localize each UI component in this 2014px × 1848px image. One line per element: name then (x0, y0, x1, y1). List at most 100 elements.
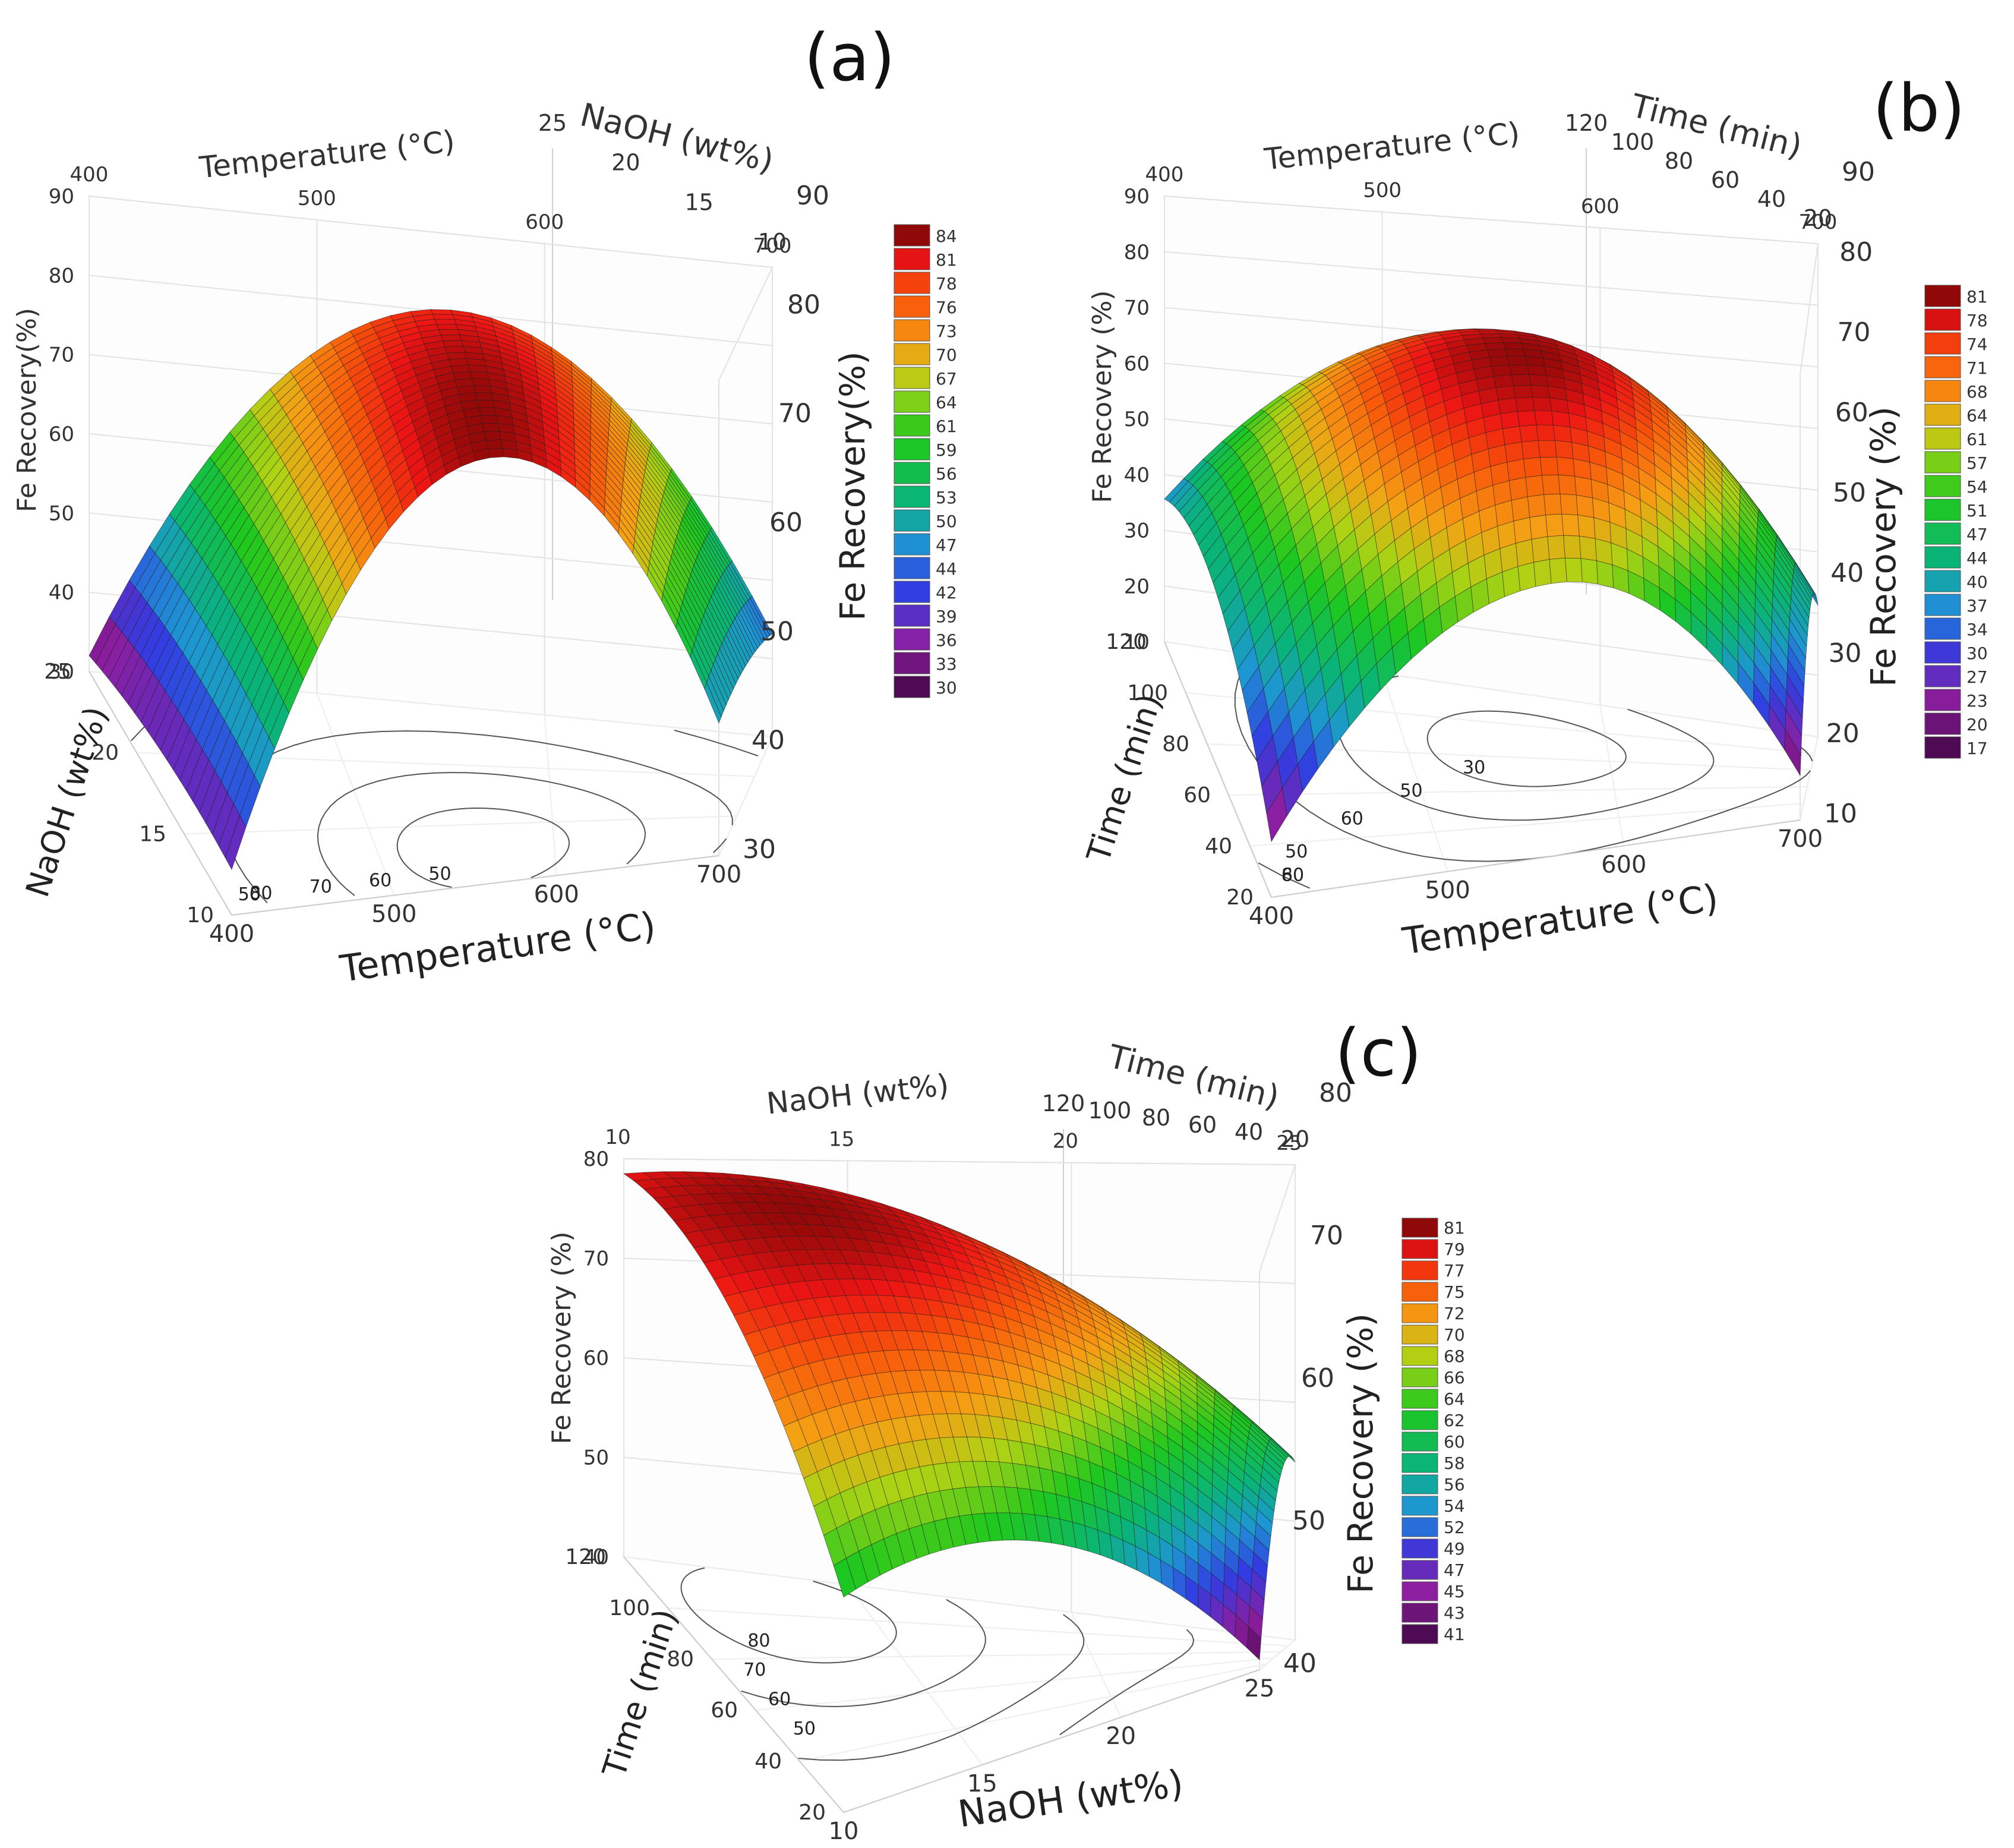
colorbar-label: 27 (1966, 667, 1988, 687)
floor-gridline-x (544, 715, 557, 876)
y-tick-label-top: 80 (1142, 1105, 1170, 1131)
z-tick-label-right: 10 (1824, 799, 1857, 829)
colorbar-swatch (894, 367, 930, 389)
colorbar-swatch (1401, 1624, 1438, 1644)
contour-line (680, 1567, 897, 1664)
colorbar-swatch (1924, 285, 1961, 307)
x-tick-label-bottom: 400 (1249, 903, 1294, 930)
surface-cell (442, 340, 464, 348)
surface-cell (1515, 397, 1535, 412)
surface-cell (436, 324, 459, 330)
floor-gridline-x (718, 736, 773, 856)
contour-label: 60 (1281, 865, 1304, 886)
y-tick-label-left: 25 (44, 660, 71, 684)
z-axis-title-right: Fe Recovery (%) (1340, 1313, 1381, 1594)
z-axis-title-left: Fe Recovery (%) (547, 1231, 577, 1444)
y-tick-label-top: 20 (1281, 1126, 1309, 1152)
colorbar-swatch (1924, 380, 1961, 402)
z-tick-label-right: 70 (778, 399, 812, 429)
surface-cell (502, 447, 519, 459)
y-tick-label-left: 60 (1183, 783, 1211, 808)
surface-cell (480, 415, 498, 424)
z-tick-label-left: 10 (1124, 630, 1150, 654)
colorbar-swatch (894, 652, 930, 674)
colorbar-swatch (1401, 1453, 1438, 1473)
contour-line (1426, 710, 1627, 787)
surface-cell (1596, 560, 1614, 588)
panel-b: 3050605060804005006007004005006007002040… (1079, 70, 1988, 963)
surface-cell (473, 385, 493, 393)
colorbar-swatch (1924, 427, 1961, 450)
y-tick-label-top: 60 (1711, 167, 1740, 193)
z-tick-label-right: 90 (796, 181, 829, 211)
x-tick-label-top: 20 (1053, 1130, 1078, 1153)
z-tick-label-left: 70 (1124, 297, 1150, 320)
colorbar-swatch (894, 390, 930, 413)
surface-cell (434, 318, 457, 325)
surface-cell (1507, 356, 1527, 365)
colorbar-swatch (894, 343, 930, 365)
contour-line (1258, 862, 1311, 889)
z-tick-label-right: 40 (752, 726, 785, 756)
surface-cell (1527, 494, 1546, 518)
contour-label: 80 (747, 1631, 770, 1651)
floor-gridline-x (1800, 736, 1819, 821)
surface-cell (1565, 557, 1583, 582)
colorbar-swatch (1924, 689, 1961, 711)
surface-cell (478, 407, 497, 416)
floor-gridline-y (755, 1657, 1274, 1711)
surface-cell (1513, 384, 1533, 399)
colorbar-swatch (894, 581, 930, 603)
colorbar-swatch (1401, 1410, 1438, 1430)
surface-cell (430, 309, 453, 315)
z-tick-label-left: 20 (1124, 575, 1150, 598)
surface-cell (1504, 441, 1524, 463)
colorbar-label: 54 (1966, 477, 1988, 497)
colorbar-swatch (894, 272, 930, 294)
colorbar-swatch (1401, 1581, 1438, 1601)
z-tick-label-right: 70 (1838, 317, 1871, 348)
surface-cell (1529, 374, 1549, 387)
y-tick-label-left: 120 (565, 1545, 606, 1569)
z-tick-label-left: 60 (583, 1346, 609, 1370)
surface-cell (1501, 337, 1522, 343)
surface-cell (1523, 457, 1542, 478)
colorbar-swatch (1401, 1282, 1438, 1302)
surface-cell (1574, 476, 1593, 499)
colorbar-swatch (1401, 1517, 1438, 1537)
z-tick-label-left: 60 (49, 422, 74, 446)
z-axis-title-left: Fe Recovery(%) (12, 308, 42, 512)
colorbar-swatch (1924, 475, 1961, 497)
y-axis-line (1164, 641, 1272, 898)
contour-label: 30 (1463, 758, 1485, 778)
x-axis-line (231, 855, 719, 916)
z-tick-label-left: 70 (583, 1247, 609, 1271)
surface-cell (1556, 456, 1576, 477)
colorbar-label: 64 (1444, 1389, 1465, 1409)
surface-cell (1577, 515, 1596, 539)
contour-line (396, 807, 570, 888)
x-tick-label-bottom: 10 (829, 1818, 859, 1845)
contour-label: 70 (310, 876, 332, 897)
colorbar-swatch (1401, 1389, 1438, 1409)
contour-line (626, 837, 646, 865)
contour-line (946, 1599, 983, 1628)
z-tick-label-left: 50 (583, 1446, 609, 1470)
surface-cell (1554, 440, 1574, 459)
surface-cell (444, 346, 466, 354)
colorbar-label: 23 (1966, 691, 1988, 711)
z-gridline (623, 1158, 1296, 1165)
colorbar-swatch (894, 628, 930, 651)
contour-label: 60 (1341, 809, 1363, 830)
colorbar-label: 70 (936, 345, 957, 365)
floor-gridline-x (847, 1584, 983, 1765)
colorbar-swatch (1401, 1346, 1438, 1366)
colorbar-swatch (894, 438, 930, 461)
surface-cell (1533, 559, 1552, 587)
surface-cell (1513, 517, 1532, 544)
z-tick-label-right: 50 (1833, 478, 1866, 508)
y-tick-label-top: 100 (1611, 129, 1655, 155)
surface-cell (1485, 342, 1506, 351)
floor-gridline-y (667, 1607, 1289, 1647)
surface-cell (1521, 440, 1541, 460)
